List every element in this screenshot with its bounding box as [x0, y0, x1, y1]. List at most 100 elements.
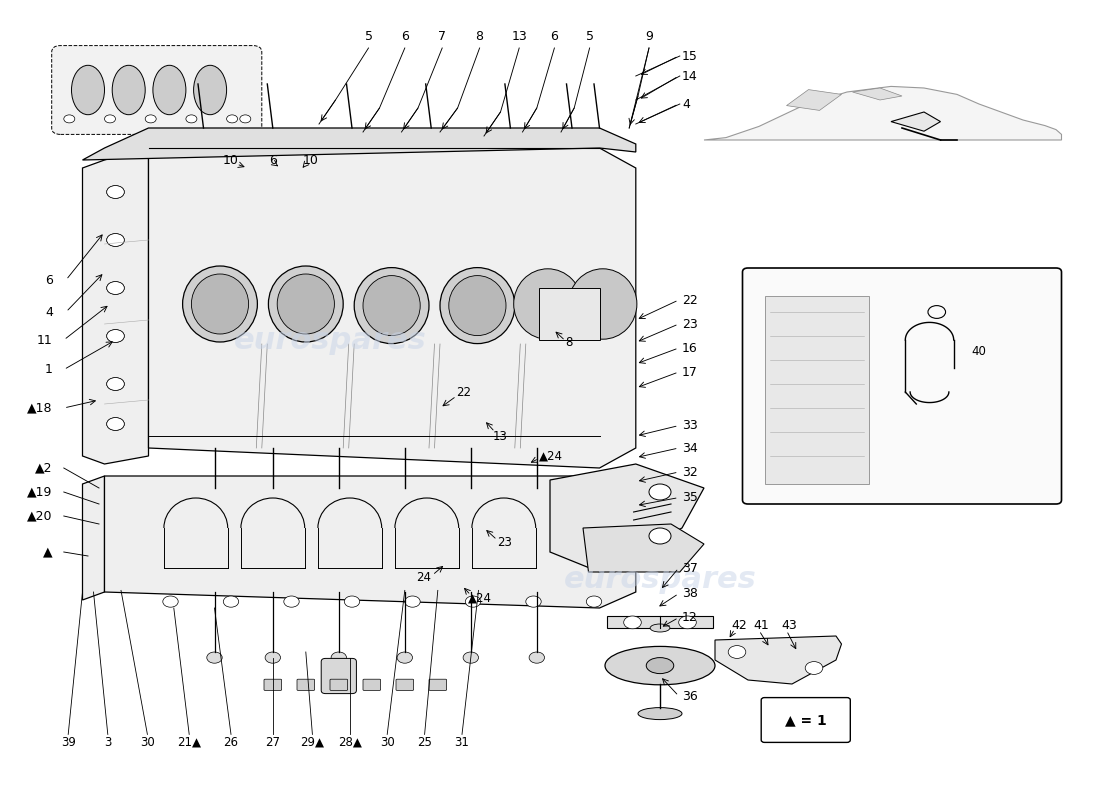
Circle shape: [107, 330, 124, 342]
Circle shape: [679, 616, 696, 629]
Ellipse shape: [194, 66, 227, 114]
Circle shape: [331, 652, 346, 663]
Polygon shape: [715, 636, 842, 684]
Text: 4: 4: [682, 98, 690, 110]
Ellipse shape: [363, 275, 420, 336]
Text: 36: 36: [682, 690, 697, 702]
Circle shape: [104, 115, 116, 123]
Text: 1: 1: [45, 363, 53, 376]
Polygon shape: [786, 90, 842, 110]
Text: 29▲: 29▲: [300, 736, 324, 749]
Text: 28▲: 28▲: [338, 736, 362, 749]
FancyBboxPatch shape: [330, 679, 348, 690]
Polygon shape: [104, 476, 636, 608]
Text: ▲24: ▲24: [539, 450, 563, 462]
Ellipse shape: [72, 66, 104, 114]
Text: 8: 8: [565, 336, 573, 349]
Text: 17: 17: [682, 366, 697, 378]
Polygon shape: [148, 148, 636, 468]
FancyBboxPatch shape: [321, 658, 356, 694]
Text: 34: 34: [682, 442, 697, 454]
Circle shape: [624, 616, 641, 629]
Circle shape: [64, 115, 75, 123]
Text: 9: 9: [645, 30, 653, 42]
Text: 37: 37: [682, 562, 697, 574]
Text: eurospares: eurospares: [233, 326, 427, 354]
Text: 26: 26: [223, 736, 239, 749]
Text: 43: 43: [781, 619, 796, 632]
Text: 40: 40: [971, 346, 987, 358]
Circle shape: [107, 418, 124, 430]
FancyBboxPatch shape: [363, 679, 381, 690]
Circle shape: [284, 596, 299, 607]
Text: 13: 13: [493, 430, 508, 442]
Ellipse shape: [277, 274, 334, 334]
Text: 22: 22: [456, 386, 472, 398]
Text: 31: 31: [454, 736, 470, 749]
Polygon shape: [852, 88, 902, 100]
Text: 24: 24: [416, 571, 431, 584]
Circle shape: [265, 652, 280, 663]
Text: 23: 23: [682, 318, 697, 330]
Text: 4: 4: [45, 306, 53, 318]
Text: 30: 30: [140, 736, 155, 749]
Ellipse shape: [650, 624, 670, 632]
Text: 41: 41: [754, 619, 769, 632]
Circle shape: [107, 330, 124, 342]
Circle shape: [163, 596, 178, 607]
Circle shape: [649, 528, 671, 544]
Polygon shape: [550, 464, 704, 572]
Text: 39: 39: [60, 736, 76, 749]
Ellipse shape: [268, 266, 343, 342]
Circle shape: [107, 378, 124, 390]
Circle shape: [207, 652, 222, 663]
Polygon shape: [82, 148, 148, 464]
FancyBboxPatch shape: [297, 679, 315, 690]
Polygon shape: [607, 616, 713, 628]
Ellipse shape: [514, 269, 582, 339]
Circle shape: [107, 234, 124, 246]
FancyBboxPatch shape: [764, 296, 869, 484]
Circle shape: [344, 596, 360, 607]
FancyBboxPatch shape: [742, 268, 1062, 504]
Text: 38: 38: [682, 587, 697, 600]
Circle shape: [107, 186, 124, 198]
Text: 32: 32: [682, 466, 697, 478]
Circle shape: [186, 115, 197, 123]
Text: 7: 7: [438, 30, 447, 42]
Circle shape: [805, 662, 823, 674]
FancyBboxPatch shape: [429, 679, 447, 690]
Text: ▲ = 1: ▲ = 1: [785, 713, 826, 727]
Text: ▲24: ▲24: [468, 592, 492, 605]
Text: 8: 8: [475, 30, 484, 42]
Polygon shape: [891, 112, 940, 131]
Text: 21▲: 21▲: [177, 736, 201, 749]
Ellipse shape: [569, 269, 637, 339]
Text: 6: 6: [45, 274, 53, 286]
Text: ▲18: ▲18: [28, 402, 53, 414]
Ellipse shape: [153, 66, 186, 114]
Circle shape: [107, 282, 124, 294]
Polygon shape: [82, 128, 636, 160]
Circle shape: [529, 652, 544, 663]
Circle shape: [586, 596, 602, 607]
Circle shape: [649, 484, 671, 500]
Text: 13: 13: [512, 30, 527, 42]
Circle shape: [107, 418, 124, 430]
Text: 42: 42: [732, 619, 747, 632]
Polygon shape: [704, 86, 1062, 140]
Circle shape: [463, 652, 478, 663]
Text: ▲2: ▲2: [35, 462, 53, 474]
Polygon shape: [583, 524, 704, 572]
Ellipse shape: [440, 267, 515, 344]
Text: 5: 5: [585, 30, 594, 42]
Text: 15: 15: [682, 50, 697, 62]
Ellipse shape: [183, 266, 257, 342]
Circle shape: [526, 596, 541, 607]
Text: 12: 12: [682, 611, 697, 624]
Ellipse shape: [605, 646, 715, 685]
Ellipse shape: [638, 707, 682, 720]
Circle shape: [145, 115, 156, 123]
Circle shape: [107, 378, 124, 390]
FancyBboxPatch shape: [539, 288, 600, 340]
